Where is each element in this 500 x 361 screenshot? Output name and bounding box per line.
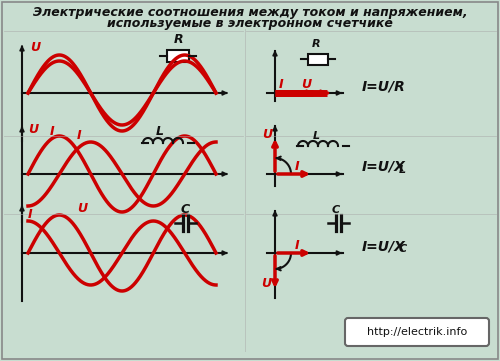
Text: I: I: [28, 208, 32, 221]
Text: U: U: [301, 78, 311, 91]
Text: R: R: [312, 39, 320, 49]
Text: I: I: [295, 160, 300, 173]
Text: U: U: [30, 41, 40, 54]
Text: U: U: [28, 123, 38, 136]
Text: L: L: [399, 165, 406, 175]
Text: C: C: [332, 205, 340, 215]
Bar: [167, 50, 189, 62]
Text: U: U: [261, 277, 271, 290]
Text: I: I: [279, 78, 283, 91]
Text: C: C: [399, 244, 407, 254]
Text: I=U/X: I=U/X: [362, 160, 406, 174]
Text: L: L: [313, 131, 320, 141]
Text: I: I: [295, 239, 300, 252]
Text: используемые в электронном счетчике: используемые в электронном счетчике: [107, 17, 393, 30]
Text: http://electrik.info: http://electrik.info: [367, 327, 467, 337]
Text: L: L: [156, 125, 164, 138]
Text: R: R: [174, 33, 184, 46]
Text: I=U/R: I=U/R: [362, 79, 406, 93]
Text: Электрические соотношения между током и напряжением,: Электрические соотношения между током и …: [32, 6, 468, 19]
Text: I: I: [77, 129, 82, 142]
FancyBboxPatch shape: [345, 318, 489, 346]
Text: U: U: [262, 128, 272, 141]
Text: I=U/X: I=U/X: [362, 239, 406, 253]
Bar: [308, 53, 328, 65]
Text: C: C: [181, 203, 190, 216]
Text: U: U: [77, 202, 87, 215]
Text: I: I: [50, 125, 54, 138]
